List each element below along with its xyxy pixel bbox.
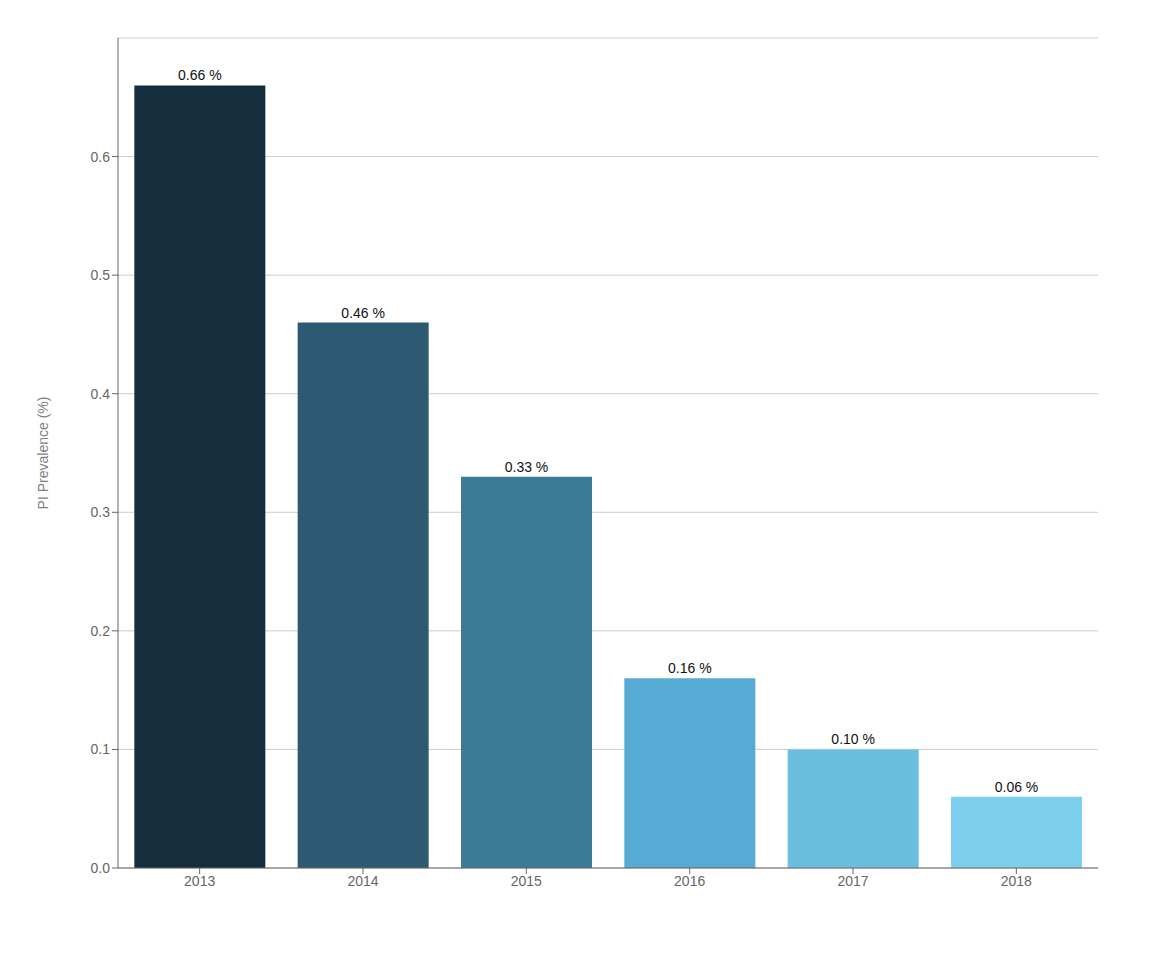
- svg-text:0.06 %: 0.06 %: [995, 779, 1039, 795]
- svg-text:2013: 2013: [184, 873, 215, 889]
- svg-text:0.46 %: 0.46 %: [341, 305, 385, 321]
- svg-text:0.6: 0.6: [91, 149, 111, 165]
- svg-text:PI Prevalence (%): PI Prevalence (%): [35, 397, 51, 510]
- svg-text:0.3: 0.3: [91, 504, 111, 520]
- svg-text:0.2: 0.2: [91, 623, 111, 639]
- svg-text:0.16 %: 0.16 %: [668, 660, 712, 676]
- svg-text:0.0: 0.0: [91, 860, 111, 876]
- svg-text:0.1: 0.1: [91, 741, 111, 757]
- svg-text:2018: 2018: [1001, 873, 1032, 889]
- svg-text:2017: 2017: [837, 873, 868, 889]
- svg-text:2014: 2014: [347, 873, 378, 889]
- svg-text:0.5: 0.5: [91, 267, 111, 283]
- svg-text:0.10 %: 0.10 %: [831, 731, 875, 747]
- svg-text:0.66 %: 0.66 %: [178, 67, 222, 83]
- svg-text:0.33 %: 0.33 %: [505, 459, 549, 475]
- svg-text:2016: 2016: [674, 873, 705, 889]
- svg-text:0.4: 0.4: [91, 386, 111, 402]
- svg-text:2015: 2015: [511, 873, 542, 889]
